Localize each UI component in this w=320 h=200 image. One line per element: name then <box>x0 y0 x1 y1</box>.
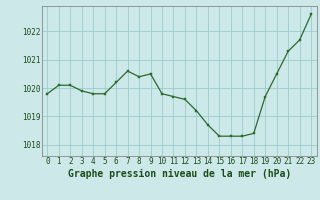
X-axis label: Graphe pression niveau de la mer (hPa): Graphe pression niveau de la mer (hPa) <box>68 169 291 179</box>
